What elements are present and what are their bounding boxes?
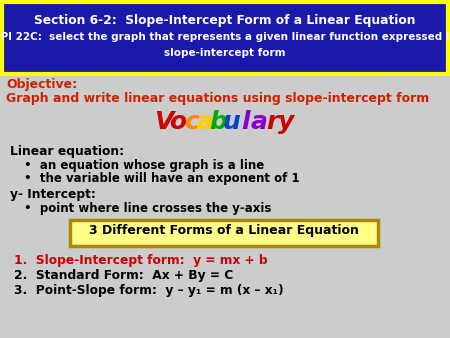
Text: 3.  Point-Slope form:  y – y₁ = m (x – x₁): 3. Point-Slope form: y – y₁ = m (x – x₁) — [14, 284, 284, 297]
Text: 3 Different Forms of a Linear Equation: 3 Different Forms of a Linear Equation — [89, 224, 359, 237]
Text: Linear equation:: Linear equation: — [10, 145, 124, 158]
Text: Graph and write linear equations using slope-intercept form: Graph and write linear equations using s… — [6, 92, 429, 105]
Text: slope-intercept form: slope-intercept form — [164, 48, 286, 58]
Text: o: o — [169, 110, 186, 134]
Text: l: l — [241, 110, 250, 134]
Text: y: y — [278, 110, 294, 134]
Text: 2.  Standard Form:  Ax + By = C: 2. Standard Form: Ax + By = C — [14, 269, 233, 282]
Text: a: a — [196, 110, 213, 134]
FancyBboxPatch shape — [70, 220, 378, 246]
Text: •  an equation whose graph is a line: • an equation whose graph is a line — [24, 159, 264, 172]
Text: r: r — [266, 110, 279, 134]
Text: y- Intercept:: y- Intercept: — [10, 188, 96, 201]
Text: SPI 22C:  select the graph that represents a given linear function expressed in: SPI 22C: select the graph that represent… — [0, 32, 450, 42]
Text: 1.  Slope-Intercept form:  y = mx + b: 1. Slope-Intercept form: y = mx + b — [14, 254, 268, 267]
Text: c: c — [184, 110, 199, 134]
Text: •  the variable will have an exponent of 1: • the variable will have an exponent of … — [24, 172, 300, 185]
Text: Objective:: Objective: — [6, 78, 77, 91]
FancyBboxPatch shape — [2, 2, 448, 74]
Text: Section 6-2:  Slope-Intercept Form of a Linear Equation: Section 6-2: Slope-Intercept Form of a L… — [34, 14, 416, 27]
Text: b: b — [209, 110, 227, 134]
Text: u: u — [223, 110, 241, 134]
Text: a: a — [250, 110, 267, 134]
Text: V: V — [154, 110, 174, 134]
Text: •  point where line crosses the y-axis: • point where line crosses the y-axis — [24, 202, 271, 215]
